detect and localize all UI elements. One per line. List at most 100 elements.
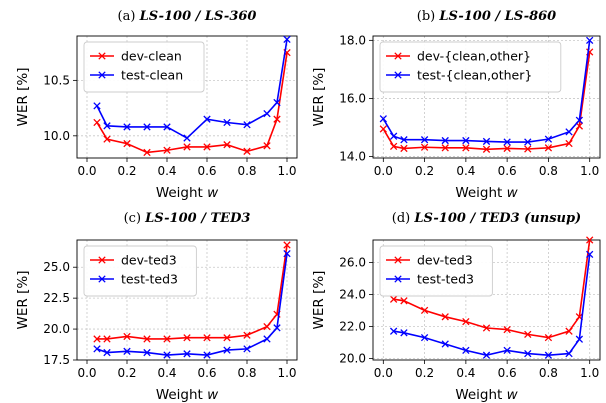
marker-stroke <box>143 335 151 343</box>
legend-marker <box>98 71 106 79</box>
subplot-title: (a) LS-100 / LS-360 <box>118 9 257 24</box>
legend: dev-{clean,other} test-{clean,other} <box>379 41 562 93</box>
marker-stroke <box>379 125 387 133</box>
data-point <box>389 142 398 151</box>
series-1 <box>379 48 594 153</box>
subplot-4: (d) LS-100 / TED3 (unsup) 0.0 0.2 0.4 0.6 0.8… <box>311 211 601 403</box>
y-axis-label: WER [%] <box>15 68 31 127</box>
marker-stroke <box>575 335 584 343</box>
tick-label-x: 0.6 <box>197 366 216 380</box>
data-point <box>103 122 111 130</box>
marker-stroke <box>462 317 470 326</box>
data-point <box>565 327 573 335</box>
tick-label-x: 1.0 <box>580 164 599 178</box>
data-point <box>544 351 553 359</box>
marker-stroke <box>389 142 398 151</box>
data-point <box>263 335 271 343</box>
marker-stroke <box>263 142 271 150</box>
marker-stroke <box>544 333 553 342</box>
data-point <box>420 143 429 151</box>
axes-frame <box>372 239 601 361</box>
y-axis-label: WER [%] <box>311 68 327 127</box>
data-point <box>565 139 573 148</box>
marker-stroke <box>586 250 594 259</box>
marker-stroke <box>123 347 131 355</box>
subplot-3: (c) LS-100 / TED3 0.0 0.2 0.4 0.6 0.8 1.0 17.5 2… <box>15 211 298 403</box>
series-2 <box>93 249 291 359</box>
data-point <box>223 141 231 149</box>
marker-stroke <box>575 116 584 124</box>
data-point <box>123 332 131 341</box>
marker-stroke <box>544 144 553 152</box>
data-point <box>103 348 111 357</box>
legend: dev-clean test-clean <box>83 41 205 93</box>
marker-stroke <box>243 147 251 156</box>
tick-label-y: 22.0 <box>339 319 366 333</box>
data-point <box>223 346 231 354</box>
data-point <box>420 306 429 315</box>
legend: dev-ted3 test-ted3 <box>83 245 197 297</box>
data-point <box>379 125 387 133</box>
legend-label: dev-ted3 <box>417 253 473 268</box>
marker-stroke <box>93 335 101 343</box>
legend-entry: test-ted3 <box>90 272 178 287</box>
data-point <box>163 146 171 154</box>
data-point <box>503 144 511 153</box>
legend-entry: test-ted3 <box>386 272 474 287</box>
subplot-1: (a) LS-100 / LS-360 0.0 0.2 0.4 0.6 0.8 1.0 10.… <box>15 9 298 201</box>
data-point <box>565 128 573 136</box>
data-point <box>575 122 584 130</box>
data-point <box>400 144 408 153</box>
marker-stroke <box>243 331 251 339</box>
data-point <box>123 347 131 355</box>
data-point <box>93 335 101 343</box>
data-point <box>223 334 231 342</box>
data-point <box>389 295 398 303</box>
marker-stroke <box>524 349 532 358</box>
marker-stroke <box>575 122 584 130</box>
data-point <box>163 123 171 131</box>
data-point <box>389 132 398 140</box>
data-point <box>283 249 291 258</box>
data-point <box>93 118 101 127</box>
data-point <box>524 138 532 146</box>
marker-stroke <box>482 145 491 153</box>
data-point <box>503 138 511 146</box>
legend-label: test-ted3 <box>121 272 178 287</box>
tick-label-x: 0.6 <box>498 164 517 178</box>
legend-label: test-ted3 <box>417 272 474 287</box>
marker-stroke <box>420 333 429 342</box>
tick-label-y: 24.0 <box>339 287 366 301</box>
subplot-title: (b) LS-100 / LS-860 <box>417 9 556 24</box>
data-point <box>441 313 449 321</box>
marker-stroke <box>163 146 171 154</box>
data-point <box>243 345 251 353</box>
tick-label-y: 14.0 <box>339 150 366 164</box>
legend-label: dev-ted3 <box>121 253 177 268</box>
data-point <box>524 330 532 339</box>
legend-box <box>83 245 197 297</box>
marker-stroke <box>223 346 231 354</box>
marker-stroke <box>420 136 429 144</box>
marker-stroke <box>441 313 449 321</box>
legend-marker <box>98 256 106 264</box>
marker-stroke <box>441 340 449 348</box>
data-point <box>503 325 511 334</box>
marker-stroke <box>103 135 111 143</box>
data-point <box>183 134 191 142</box>
data-point <box>273 324 281 332</box>
marker-stroke <box>524 138 532 146</box>
marker-stroke <box>565 139 573 148</box>
series-2 <box>93 35 291 142</box>
legend-label: dev-{clean,other} <box>417 49 531 64</box>
marker-stroke <box>263 109 271 118</box>
data-point <box>482 324 491 332</box>
tick-label-y: 17.5 <box>43 353 70 367</box>
data-point <box>441 340 449 348</box>
marker-stroke <box>203 351 211 359</box>
legend-marker <box>98 275 106 283</box>
data-point <box>93 345 101 353</box>
marker-stroke <box>544 351 553 359</box>
x-axis-label: Weight w <box>455 185 518 201</box>
data-point <box>544 135 553 143</box>
